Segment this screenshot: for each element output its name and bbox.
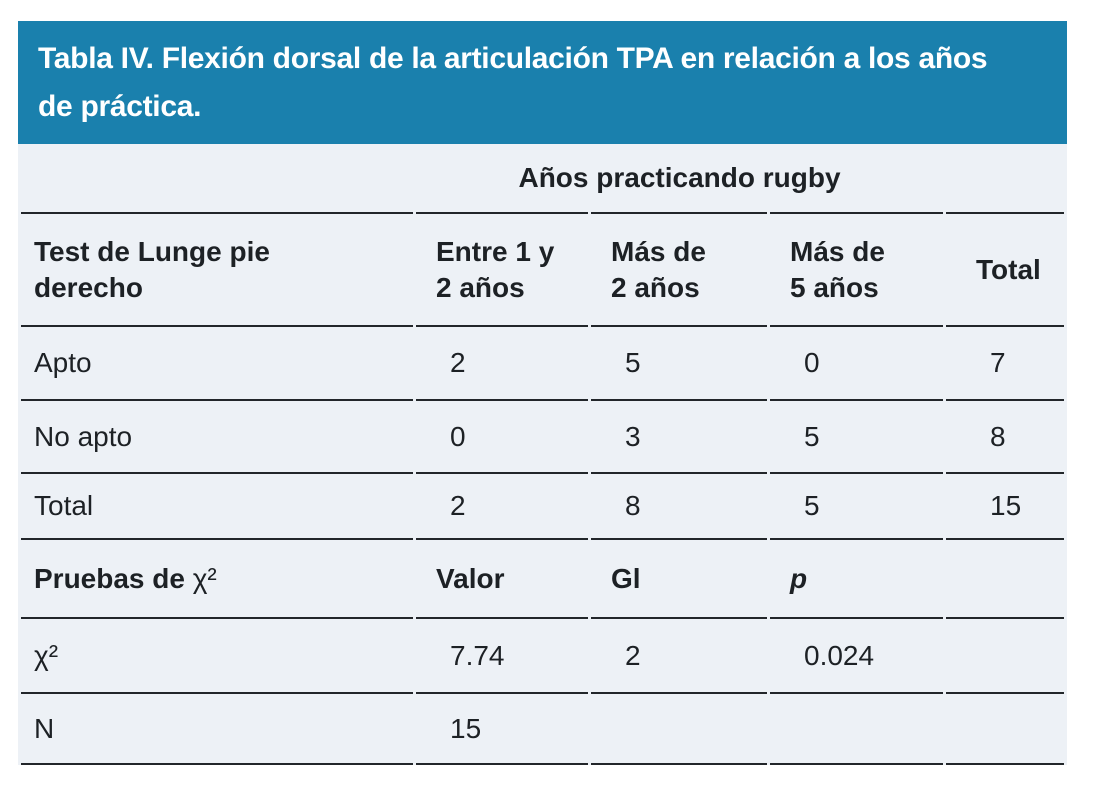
- cell-total-mas-de-2: 8: [591, 472, 767, 538]
- chi-squared-symbol: χ²: [192, 562, 217, 594]
- table-title: Tabla IV. Flexión dorsal de la articulac…: [18, 21, 1067, 144]
- group-header-label: Años practicando rugby: [518, 162, 841, 193]
- cell-no-apto-mas-de-2: 3: [591, 399, 767, 472]
- chi-header-empty-cell: [946, 538, 1065, 617]
- cell-apto-entre-1-y-2: 2: [416, 325, 588, 399]
- cell-total-entre-1-y-2: 2: [416, 472, 588, 538]
- table-card: Tabla IV. Flexión dorsal de la articulac…: [18, 21, 1068, 765]
- table-row-total: Total 2 8 5 15: [21, 472, 1065, 538]
- chi-header-row-label: Pruebas de χ²: [21, 538, 413, 617]
- column-header-mas-de-2: Más de 2 años: [591, 212, 767, 325]
- cell-n-empty: [946, 692, 1065, 765]
- chi-header-prefix: Pruebas de: [34, 562, 185, 594]
- cell-no-apto-entre-1-y-2: 0: [416, 399, 588, 472]
- chi-header-gl: Gl: [591, 538, 767, 617]
- column-header-mas-de-2-text: Más de 2 años: [611, 235, 706, 303]
- cell-apto-mas-de-5: 0: [770, 325, 944, 399]
- cell-total-total: 15: [946, 472, 1065, 538]
- row-label-apto: Apto: [21, 325, 413, 399]
- column-header-entre-1-y-2: Entre 1 y 2 años: [416, 212, 588, 325]
- cell-chi-p: 0.024: [770, 617, 944, 692]
- cell-apto-mas-de-2: 5: [591, 325, 767, 399]
- cell-no-apto-total: 8: [946, 399, 1065, 472]
- chi-header-valor: Valor: [416, 538, 588, 617]
- cell-chi-value: 7.74: [416, 617, 588, 692]
- table-row-apto: Apto 2 5 0 7: [21, 325, 1065, 399]
- chi-header-p: p: [770, 538, 944, 617]
- chi-header-row: Pruebas de χ² Valor Gl p: [21, 538, 1065, 617]
- group-header-row: Años practicando rugby: [21, 144, 1064, 212]
- stats-table: Años practicando rugby Test de Lunge pie…: [18, 144, 1068, 765]
- column-header-row-label-text: Test de Lunge pie derecho: [34, 235, 270, 303]
- group-header-empty-cell: [21, 144, 413, 212]
- group-header-empty-cell: [946, 144, 1064, 212]
- column-header-row-label: Test de Lunge pie derecho: [21, 212, 413, 325]
- cell-apto-total: 7: [946, 325, 1065, 399]
- cell-n-value: 15: [416, 692, 588, 765]
- row-label-chi-squared: χ²: [21, 617, 413, 692]
- cell-total-mas-de-5: 5: [770, 472, 944, 538]
- table-row-no-apto: No apto 0 3 5 8: [21, 399, 1065, 472]
- cell-n-empty: [591, 692, 767, 765]
- cell-no-apto-mas-de-5: 5: [770, 399, 944, 472]
- table-row-chi-squared: χ² 7.74 2 0.024: [21, 617, 1065, 692]
- cell-chi-empty: [946, 617, 1065, 692]
- row-label-n: N: [21, 692, 413, 765]
- column-header-row: Test de Lunge pie derecho Entre 1 y 2 añ…: [21, 212, 1065, 325]
- row-label-no-apto: No apto: [21, 399, 413, 472]
- column-header-mas-de-5-text: Más de 5 años: [790, 235, 885, 303]
- cell-chi-gl: 2: [591, 617, 767, 692]
- column-header-entre-1-y-2-text: Entre 1 y 2 años: [436, 235, 555, 303]
- cell-n-empty: [770, 692, 944, 765]
- table-row-n: N 15: [21, 692, 1065, 765]
- column-header-total: Total: [946, 212, 1065, 325]
- row-label-total: Total: [21, 472, 413, 538]
- column-header-mas-de-5: Más de 5 años: [770, 212, 944, 325]
